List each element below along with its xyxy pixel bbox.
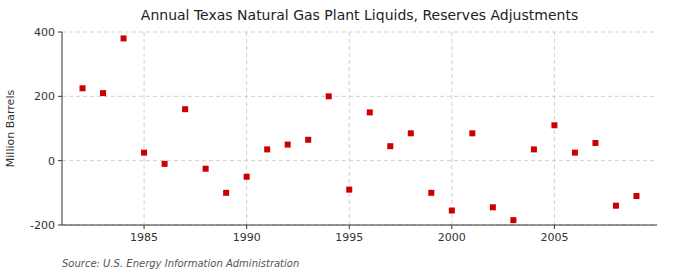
- scatter-point: [141, 150, 147, 156]
- scatter-point: [223, 190, 229, 196]
- x-tick-label: 1985: [130, 231, 158, 244]
- scatter-point: [449, 208, 455, 214]
- y-grid-line: [62, 160, 657, 161]
- y-tick-label: 0: [48, 155, 55, 168]
- y-grid-line: [62, 225, 657, 226]
- y-grid-line: [62, 96, 657, 97]
- chart-title: Annual Texas Natural Gas Plant Liquids, …: [141, 7, 578, 23]
- scatter-point: [551, 122, 557, 128]
- y-tick: [58, 225, 62, 226]
- scatter-point: [305, 137, 311, 143]
- x-grid-line: [144, 32, 145, 225]
- scatter-point: [531, 146, 537, 152]
- scatter-point: [264, 146, 270, 152]
- y-axis-line: [62, 32, 63, 225]
- y-tick-label: 200: [34, 90, 55, 103]
- scatter-point: [613, 203, 619, 209]
- scatter-point: [633, 193, 639, 199]
- y-tick: [58, 96, 62, 97]
- scatter-point: [244, 174, 250, 180]
- y-axis-label: Million Barrels: [4, 90, 17, 168]
- x-grid-line: [554, 32, 555, 225]
- x-tick: [451, 225, 452, 229]
- x-tick-label: 2000: [438, 231, 466, 244]
- x-axis-line: [62, 225, 657, 226]
- x-tick-label: 1990: [233, 231, 261, 244]
- x-tick: [246, 225, 247, 229]
- scatter-point: [490, 204, 496, 210]
- scatter-point: [367, 109, 373, 115]
- y-tick: [58, 160, 62, 161]
- source-note: Source: U.S. Energy Information Administ…: [62, 258, 299, 269]
- scatter-point: [572, 150, 578, 156]
- scatter-point: [428, 190, 434, 196]
- chart-container: 1985 1990 1995 2000 2005 -200 0 200 400 Million B…: [0, 0, 675, 275]
- x-tick-label: 2005: [540, 231, 568, 244]
- scatter-point: [80, 85, 86, 91]
- x-grid-line: [451, 32, 452, 225]
- scatter-point: [592, 140, 598, 146]
- scatter-point: [100, 90, 106, 96]
- points: [80, 35, 640, 223]
- scatter-point: [469, 130, 475, 136]
- scatter-point: [510, 217, 516, 223]
- x-tick-label: 1995: [335, 231, 363, 244]
- y-tick: [58, 32, 62, 33]
- axes: 1985 1990 1995 2000 2005 -200 0 200 400: [30, 26, 657, 244]
- y-tick-label: 400: [34, 26, 55, 39]
- scatter-point: [346, 187, 352, 193]
- scatter-point: [326, 93, 332, 99]
- grid: [62, 32, 657, 225]
- x-grid-line: [349, 32, 350, 225]
- scatter-point: [162, 161, 168, 167]
- y-grid-line: [62, 32, 657, 33]
- x-tick: [554, 225, 555, 229]
- chart-svg: 1985 1990 1995 2000 2005 -200 0 200 400 Million B…: [0, 0, 675, 275]
- scatter-point: [203, 166, 209, 172]
- scatter-point: [408, 130, 414, 136]
- scatter-point: [182, 106, 188, 112]
- x-tick: [144, 225, 145, 229]
- scatter-point: [387, 143, 393, 149]
- y-tick-label: -200: [30, 219, 55, 232]
- scatter-point: [121, 35, 127, 41]
- scatter-point: [285, 142, 291, 148]
- x-tick: [349, 225, 350, 229]
- x-grid-line: [246, 32, 247, 225]
